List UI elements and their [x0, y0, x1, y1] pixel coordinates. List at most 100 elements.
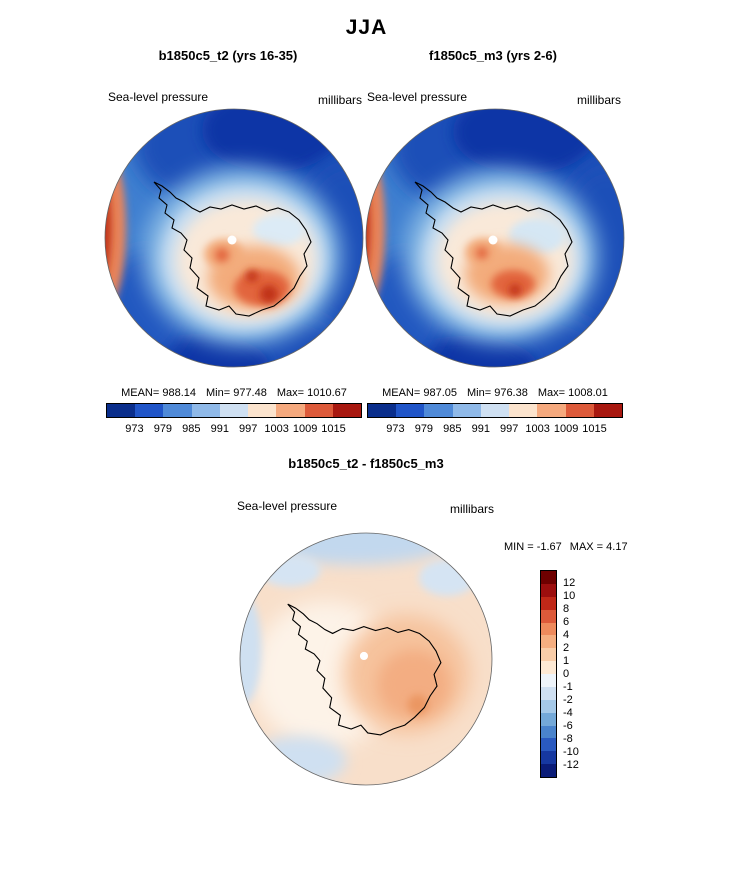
colorbar-segment — [541, 571, 556, 584]
panel-title-right: f1850c5_m3 (yrs 2-6) — [429, 48, 557, 63]
colorbar-segment — [541, 648, 556, 662]
colorbar-segment — [541, 712, 556, 726]
stats-right-mean: MEAN= 987.05 — [382, 387, 457, 399]
colorbar-segment — [541, 596, 556, 610]
colorbar-segment — [135, 404, 164, 417]
colorbar-tick-label: 1015 — [321, 423, 346, 435]
colorbar-tick-label: 8 — [563, 603, 570, 615]
field-label-diff: Sea-level pressure — [237, 499, 338, 513]
colorbar-segment — [541, 583, 556, 597]
pole-dot — [359, 651, 369, 661]
colorbar-segment — [107, 404, 136, 417]
colorbar-segment — [541, 738, 556, 752]
stats-left-mean: MEAN= 988.14 — [121, 387, 196, 399]
colorbar-segment — [332, 404, 361, 417]
stats-left-min: Min= 977.48 — [206, 387, 267, 399]
difference-map — [239, 532, 493, 791]
diff-minmax: MIN = -1.67 MAX = 4.17 — [504, 541, 636, 553]
colorbar-tick-label: 1003 — [264, 423, 289, 435]
stats-right: MEAN= 987.05 Min= 976.38 Max= 1008.01 — [365, 387, 625, 399]
colorbar-segment — [368, 404, 397, 417]
units-label-left: millibars — [318, 93, 363, 107]
panel-title-left: b1850c5_t2 (yrs 16-35) — [158, 48, 298, 63]
colorbar-tick-label: -8 — [563, 733, 573, 745]
colorbar-tick-label: 997 — [500, 423, 519, 435]
colorbar-segment — [541, 622, 556, 636]
colorbar-segment — [541, 764, 556, 777]
diff-min-label: MIN = -1.67 — [504, 541, 562, 553]
diff-max-label: MAX = 4.17 — [569, 541, 628, 553]
colorbar-segment — [593, 404, 622, 417]
diff-colorbar-ticks: 12 10 8 6 4 2 1 0 -1 -2 -4 -6 -8 -10 -12 — [563, 570, 597, 778]
colorbar-segment — [452, 404, 481, 417]
colorbar-segment — [541, 661, 556, 674]
colorbar-segment — [219, 404, 249, 417]
pressure-colorbar-left — [106, 403, 362, 418]
stats-left: MEAN= 988.14 Min= 977.48 Max= 1010.67 — [104, 387, 364, 399]
colorbar-segment — [541, 609, 556, 623]
colorbar-segment — [537, 404, 566, 417]
colorbar-tick-label: 973 — [125, 423, 144, 435]
pressure-map-right-svg — [365, 108, 625, 368]
stats-right-min: Min= 976.38 — [467, 387, 528, 399]
field-label-right: Sea-level pressure — [367, 90, 468, 104]
colorbar-tick-label: 1009 — [553, 423, 579, 435]
colorbar-tick-label: 985 — [182, 423, 201, 435]
colorbar-tick-label: 997 — [239, 423, 258, 435]
colorbar-tick-label: 4 — [563, 629, 570, 641]
figure-title: JJA — [345, 16, 388, 39]
colorbar-tick-label: -12 — [563, 759, 579, 771]
pressure-map-left-svg — [104, 108, 364, 368]
colorbar-segment — [541, 674, 556, 687]
colorbar-tick-label: 10 — [563, 590, 576, 602]
pressure-map-f1850c5_m3 — [365, 108, 625, 373]
pressure-colorbar-ticks-right: 973 979 985 991 997 1003 1009 1015 — [367, 423, 623, 437]
difference-map-svg — [239, 532, 493, 786]
units-label-right: millibars — [577, 93, 622, 107]
colorbar-tick-label: 973 — [386, 423, 405, 435]
colorbar-segment — [191, 404, 220, 417]
colorbar-segment — [565, 404, 594, 417]
colorbar-tick-label: 1 — [563, 655, 570, 667]
colorbar-segment — [396, 404, 425, 417]
pole-dot — [488, 235, 498, 245]
colorbar-tick-label: 985 — [443, 423, 462, 435]
colorbar-tick-label: -4 — [563, 707, 573, 719]
colorbar-tick-label: -10 — [563, 746, 579, 758]
colorbar-segment — [509, 404, 538, 417]
pressure-colorbar-right — [367, 403, 623, 418]
pole-dot — [227, 235, 237, 245]
colorbar-segment — [248, 404, 277, 417]
stats-left-max: Max= 1010.67 — [276, 387, 347, 399]
colorbar-tick-label: -2 — [563, 694, 573, 706]
stats-right-max: Max= 1008.01 — [537, 387, 608, 399]
colorbar-segment — [276, 404, 305, 417]
colorbar-segment — [541, 635, 556, 649]
colorbar-tick-label: 979 — [153, 423, 173, 435]
colorbar-tick-label: 979 — [414, 423, 434, 435]
pressure-map-b1850c5_t2 — [104, 108, 364, 373]
colorbar-tick-label: 0 — [563, 668, 570, 680]
colorbar-tick-label: 991 — [210, 423, 229, 435]
field-label-left: Sea-level pressure — [108, 90, 209, 104]
colorbar-segment — [480, 404, 510, 417]
colorbar-segment — [163, 404, 192, 417]
units-label-diff: millibars — [450, 502, 495, 516]
colorbar-segment — [541, 751, 556, 765]
diff-panel-title: b1850c5_t2 - f1850c5_m3 — [288, 456, 444, 471]
colorbar-tick-label: 12 — [563, 577, 576, 589]
colorbar-tick-label: 1009 — [292, 423, 318, 435]
diff-colorbar — [540, 570, 557, 778]
colorbar-tick-label: -6 — [563, 720, 573, 732]
colorbar-tick-label: 1015 — [582, 423, 607, 435]
colorbar-segment — [541, 699, 556, 713]
colorbar-tick-label: 6 — [563, 616, 570, 628]
colorbar-tick-label: 991 — [471, 423, 490, 435]
colorbar-segment — [304, 404, 333, 417]
colorbar-tick-label: 1003 — [525, 423, 550, 435]
colorbar-tick-label: -1 — [563, 681, 573, 693]
colorbar-segment — [424, 404, 453, 417]
colorbar-segment — [541, 686, 556, 700]
colorbar-tick-label: 2 — [563, 642, 570, 654]
